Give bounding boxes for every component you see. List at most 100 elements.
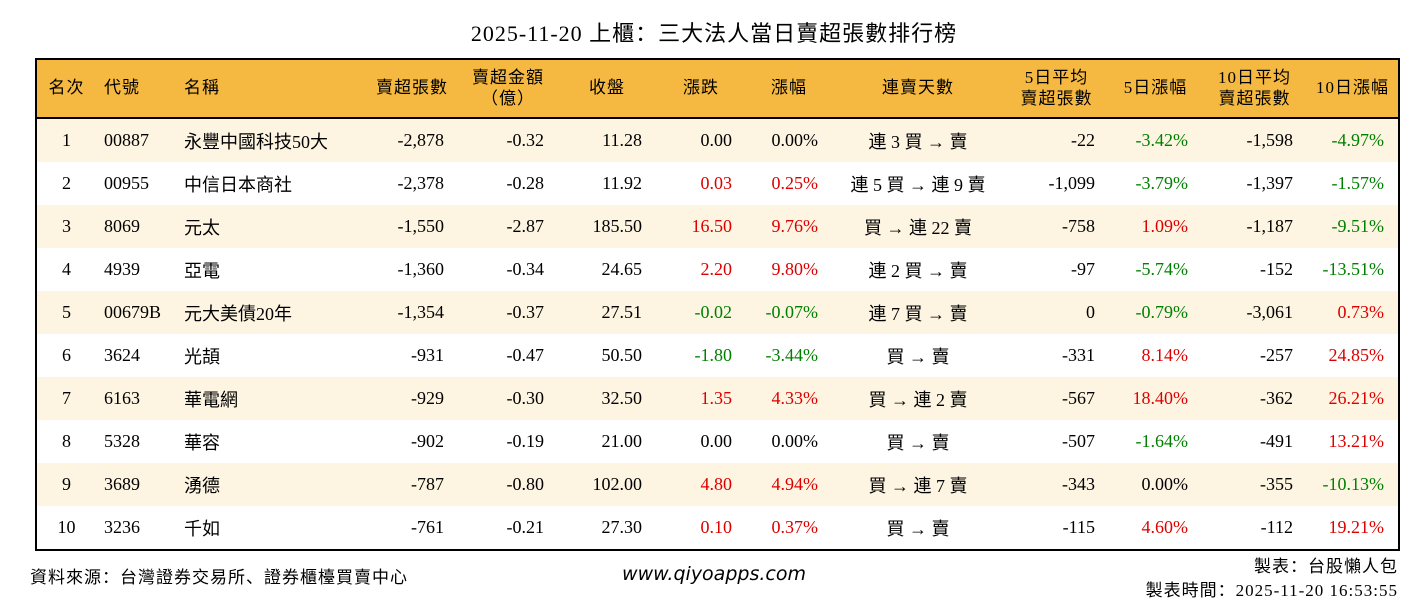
cell-streak: 買 → 賣 xyxy=(886,346,950,367)
cell-sell-volume: -929 xyxy=(411,388,444,408)
cell-avg5-volume: -567 xyxy=(1062,388,1095,408)
cell-pct5: 4.60% xyxy=(1141,517,1189,537)
cell-name: 華容 xyxy=(184,432,220,453)
cell-close: 27.51 xyxy=(601,302,643,322)
cell-avg5-volume: -97 xyxy=(1071,259,1095,279)
cell-pct5: -3.79% xyxy=(1135,173,1189,193)
cell-name: 元太 xyxy=(184,217,220,238)
cell-change: -0.02 xyxy=(694,302,733,322)
cell-sell-amount: -0.37 xyxy=(506,302,545,322)
table-row: 2 00955 中信日本商社 -2,378 -0.28 11.92 0.03 0.25% 連 5… xyxy=(36,162,1399,205)
cell-rank: 7 xyxy=(62,388,71,408)
website: www.qiyoapps.com xyxy=(622,563,806,585)
cell-avg5-volume: 0 xyxy=(1086,302,1095,322)
column-header-streak: 連賣天數 xyxy=(832,59,1004,119)
cell-change-pct: 0.25% xyxy=(771,173,819,193)
cell-sell-amount: -0.30 xyxy=(506,388,545,408)
cell-code: 8069 xyxy=(104,216,140,236)
cell-change: 0.00 xyxy=(700,130,733,150)
cell-name: 光頡 xyxy=(184,346,220,367)
cell-change: 1.35 xyxy=(700,388,733,408)
cell-sell-amount: -2.87 xyxy=(506,216,545,236)
cell-change-pct: 9.80% xyxy=(771,259,819,279)
cell-close: 21.00 xyxy=(601,431,643,451)
maker: 製表：台股懶人包 xyxy=(1254,557,1398,576)
header-row: 名次 代號 名稱 賣超張數 賣超金額 （億） 收盤 漲跌 漲幅 連賣天數 5日平均 賣超張數 5日漲… xyxy=(36,59,1399,119)
column-header-close: 收盤 xyxy=(558,59,656,119)
page-title: 2025-11-20 上櫃：三大法人當日賣超張數排行榜 xyxy=(470,21,958,46)
column-header-sell-amount: 賣超金額 （億） xyxy=(458,59,558,119)
cell-sell-volume: -1,354 xyxy=(397,302,445,322)
cell-avg5-volume: -115 xyxy=(1062,517,1095,537)
cell-sell-volume: -1,360 xyxy=(397,259,445,279)
cell-change: 2.20 xyxy=(700,259,733,279)
cell-rank: 3 xyxy=(62,216,71,236)
cell-sell-amount: -0.80 xyxy=(506,474,545,494)
cell-change: 0.00 xyxy=(700,431,733,451)
cell-avg5-volume: -343 xyxy=(1062,474,1095,494)
cell-code: 3236 xyxy=(104,517,140,537)
cell-change: 0.03 xyxy=(700,173,733,193)
cell-avg10-volume: -1,598 xyxy=(1246,130,1294,150)
table-row: 4 4939 亞電 -1,360 -0.34 24.65 2.20 9.80% 連 2 買 → … xyxy=(36,248,1399,291)
cell-avg10-volume: -112 xyxy=(1260,517,1293,537)
cell-change: 0.10 xyxy=(700,517,733,537)
credit-block: 製表：台股懶人包 製表時間：2025-11-20 16:53:55 xyxy=(1146,555,1398,603)
cell-change: 4.80 xyxy=(700,474,733,494)
cell-name: 元大美債20年 xyxy=(184,303,292,324)
cell-streak: 連 2 買 → 賣 xyxy=(868,260,968,281)
cell-name: 中信日本商社 xyxy=(184,174,292,195)
cell-rank: 8 xyxy=(62,431,71,451)
cell-code: 00887 xyxy=(104,130,149,150)
cell-pct5: -1.64% xyxy=(1135,431,1189,451)
cell-streak: 買 → 連 7 賣 xyxy=(868,475,968,496)
cell-streak: 連 5 買 → 連 9 賣 xyxy=(850,174,986,195)
cell-avg5-volume: -507 xyxy=(1062,431,1095,451)
cell-rank: 5 xyxy=(62,302,71,322)
cell-avg5-volume: -331 xyxy=(1062,345,1095,365)
cell-change-pct: 0.00% xyxy=(771,130,819,150)
cell-sell-amount: -0.32 xyxy=(506,130,545,150)
cell-pct10: 19.21% xyxy=(1328,517,1385,537)
cell-avg5-volume: -758 xyxy=(1062,216,1095,236)
column-header-code: 代號 xyxy=(96,59,176,119)
cell-pct5: 0.00% xyxy=(1141,474,1189,494)
cell-sell-amount: -0.47 xyxy=(506,345,545,365)
column-header-change-pct: 漲幅 xyxy=(746,59,832,119)
cell-close: 50.50 xyxy=(601,345,643,365)
cell-avg10-volume: -355 xyxy=(1260,474,1293,494)
cell-change-pct: 0.37% xyxy=(771,517,819,537)
cell-pct10: 0.73% xyxy=(1337,302,1385,322)
cell-sell-volume: -931 xyxy=(411,345,444,365)
footer: 資料來源：台灣證券交易所、證券櫃檯買賣中心 www.qiyoapps.com 製… xyxy=(0,553,1428,611)
cell-code: 3689 xyxy=(104,474,140,494)
cell-name: 千如 xyxy=(184,518,220,539)
cell-sell-volume: -2,378 xyxy=(397,173,445,193)
cell-sell-volume: -1,550 xyxy=(397,216,445,236)
cell-avg10-volume: -1,397 xyxy=(1246,173,1294,193)
column-header-change: 漲跌 xyxy=(656,59,746,119)
cell-sell-volume: -761 xyxy=(411,517,444,537)
cell-code: 5328 xyxy=(104,431,140,451)
column-header-sell-volume: 賣超張數 xyxy=(366,59,458,119)
cell-sell-amount: -0.21 xyxy=(506,517,545,537)
column-header-name: 名稱 xyxy=(176,59,366,119)
cell-sell-volume: -787 xyxy=(411,474,444,494)
table-row: 3 8069 元太 -1,550 -2.87 185.50 16.50 9.76% 買 → 連 … xyxy=(36,205,1399,248)
table-body: 1 00887 永豐中國科技50大 -2,878 -0.32 11.28 0.00 0.00%… xyxy=(36,118,1399,550)
cell-pct10: -10.13% xyxy=(1322,474,1385,494)
cell-change-pct: 0.00% xyxy=(771,431,819,451)
cell-streak: 買 → 賣 xyxy=(886,432,950,453)
cell-name: 湧德 xyxy=(184,475,220,496)
cell-pct5: 8.14% xyxy=(1141,345,1189,365)
cell-sell-volume: -2,878 xyxy=(397,130,445,150)
cell-pct10: -4.97% xyxy=(1331,130,1385,150)
cell-streak: 買 → 連 22 賣 xyxy=(864,217,972,238)
cell-pct5: -5.74% xyxy=(1135,259,1189,279)
cell-pct10: 26.21% xyxy=(1328,388,1385,408)
cell-sell-amount: -0.19 xyxy=(506,431,545,451)
cell-close: 102.00 xyxy=(592,474,643,494)
column-header-avg5-volume: 5日平均 賣超張數 xyxy=(1004,59,1109,119)
cell-pct10: 13.21% xyxy=(1328,431,1385,451)
cell-avg10-volume: -491 xyxy=(1260,431,1293,451)
